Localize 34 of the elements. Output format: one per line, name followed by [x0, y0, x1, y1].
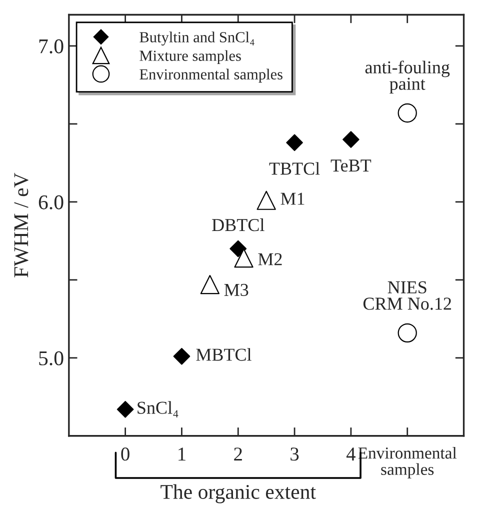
y-tick-label: 7.0 [39, 39, 64, 54]
legend-label: Butyltin and SnCl₄ [140, 32, 254, 46]
point [116, 400, 134, 418]
point [200, 274, 220, 294]
x-axis-title: The organic extent [160, 484, 316, 504]
y-axis-title: FWHM / eV [14, 172, 28, 278]
x-tick-label: 2 [234, 448, 242, 460]
legend-label: Environmental samples [140, 68, 282, 83]
point [398, 323, 417, 343]
point [234, 248, 254, 268]
x-tick-label: 0 [121, 448, 130, 461]
annotation: anti-fouling paint [365, 60, 450, 94]
annotation: M3 [224, 284, 248, 296]
x-tick-label: 4 [346, 448, 356, 460]
point [342, 131, 360, 148]
annotation: M2 [258, 253, 282, 266]
x-tick-label: Environmental samples [358, 446, 457, 478]
annotation: NIES CRM No.12 [363, 281, 452, 310]
annotation: TBTCl [269, 162, 320, 175]
annotation: TeBT [330, 160, 372, 172]
x-tick-label: 1 [178, 448, 186, 460]
y-tick-label: 5.0 [39, 351, 64, 366]
annotation: SnCl₄ [138, 401, 178, 418]
point [256, 190, 276, 210]
point [286, 134, 303, 152]
legend-label: Mixture samples [140, 50, 241, 64]
x-tick-label: 3 [290, 448, 299, 461]
annotation: DBTCl [212, 218, 264, 232]
annotation: M1 [280, 192, 304, 205]
annotation: MBTCl [196, 348, 252, 361]
point [173, 348, 190, 365]
point [398, 103, 417, 123]
y-tick-label: 6.0 [38, 195, 64, 210]
point [230, 240, 247, 258]
